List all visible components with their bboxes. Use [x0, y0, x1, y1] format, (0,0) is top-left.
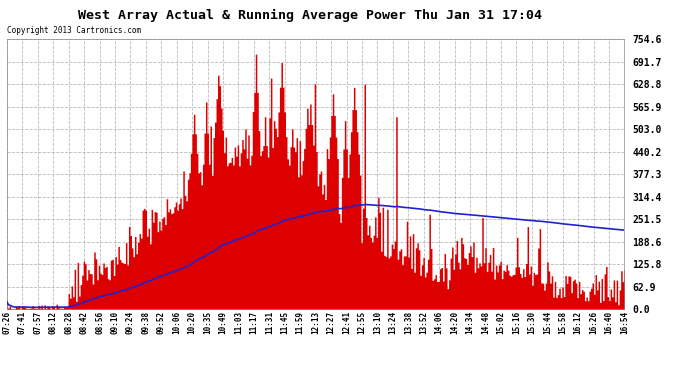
Text: West Array Actual & Running Average Power Thu Jan 31 17:04: West Array Actual & Running Average Powe… [79, 9, 542, 22]
Text: Average  (DC Watts): Average (DC Watts) [424, 20, 511, 29]
Text: West Array  (DC Watts): West Array (DC Watts) [562, 20, 663, 29]
Text: Copyright 2013 Cartronics.com: Copyright 2013 Cartronics.com [7, 26, 141, 35]
